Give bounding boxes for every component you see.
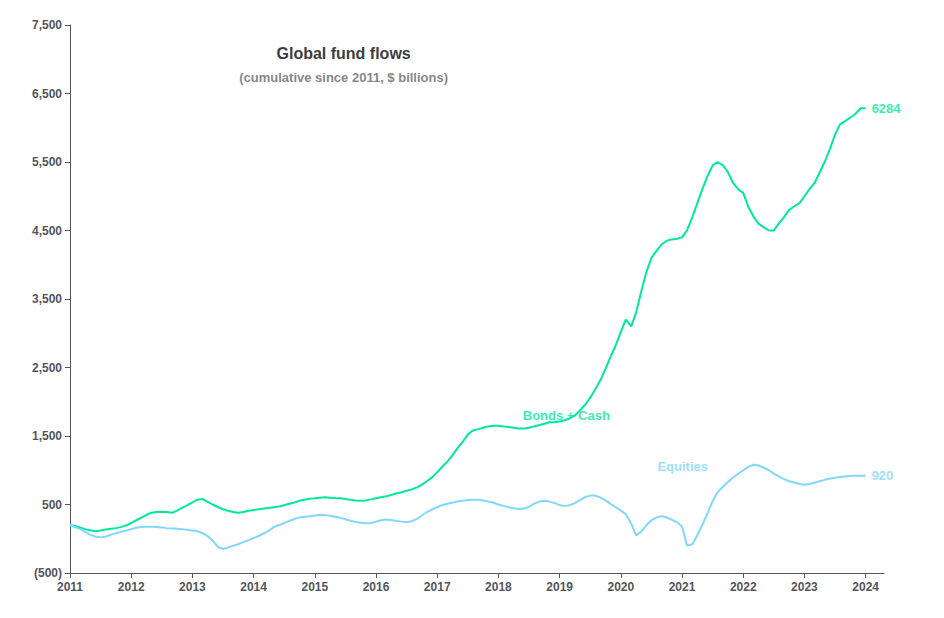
svg-text:2011: 2011 xyxy=(57,580,83,594)
svg-text:2022: 2022 xyxy=(730,580,757,594)
svg-text:5,500: 5,500 xyxy=(32,155,62,169)
svg-text:2024: 2024 xyxy=(852,580,879,594)
svg-text:3,500: 3,500 xyxy=(32,292,62,306)
svg-text:920: 920 xyxy=(872,468,894,483)
svg-text:(cumulative since 2011, $ bill: (cumulative since 2011, $ billions) xyxy=(239,70,448,85)
svg-text:2018: 2018 xyxy=(485,580,512,594)
svg-text:2013: 2013 xyxy=(179,580,206,594)
svg-text:Equities: Equities xyxy=(657,459,708,474)
svg-text:500: 500 xyxy=(42,498,62,512)
svg-text:Bonds + Cash: Bonds + Cash xyxy=(523,408,610,423)
svg-text:2020: 2020 xyxy=(607,580,634,594)
svg-text:2,500: 2,500 xyxy=(32,361,62,375)
svg-text:2019: 2019 xyxy=(546,580,573,594)
svg-text:Global fund flows: Global fund flows xyxy=(277,45,411,62)
svg-text:6284: 6284 xyxy=(872,101,902,116)
svg-text:2023: 2023 xyxy=(791,580,818,594)
svg-text:2015: 2015 xyxy=(301,580,328,594)
svg-text:2017: 2017 xyxy=(424,580,451,594)
svg-text:4,500: 4,500 xyxy=(32,224,62,238)
svg-text:7,500: 7,500 xyxy=(32,18,62,32)
svg-text:6,500: 6,500 xyxy=(32,87,62,101)
svg-text:2016: 2016 xyxy=(363,580,390,594)
svg-text:(500): (500) xyxy=(34,566,62,580)
svg-text:2012: 2012 xyxy=(118,580,145,594)
svg-text:2021: 2021 xyxy=(669,580,696,594)
svg-text:2014: 2014 xyxy=(240,580,267,594)
svg-text:1,500: 1,500 xyxy=(32,429,62,443)
